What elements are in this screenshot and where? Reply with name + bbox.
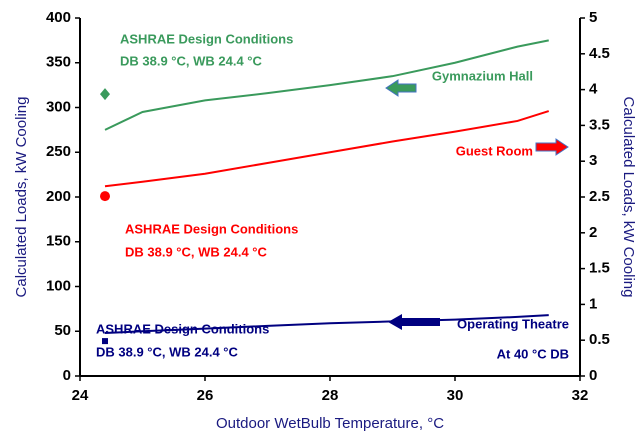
y2-tick-label: 1 (589, 295, 597, 312)
x-tick-label: 26 (197, 387, 214, 404)
y2-tick-label: 4.5 (589, 45, 610, 62)
y-tick-label: 0 (63, 367, 71, 384)
annotation: At 40 °C DB (497, 346, 569, 361)
annotation: ASHRAE Design Conditions (96, 321, 269, 336)
annotation: DB 38.9 °C, WB 24.4 °C (125, 244, 267, 259)
x-tick-label: 30 (447, 387, 464, 404)
y2-axis-label: Calculated Loads, kW Cooling (620, 97, 637, 298)
annotation: Gymnazium Hall (432, 68, 533, 83)
y2-tick-label: 3 (589, 152, 597, 169)
y-tick-label: 350 (46, 54, 71, 71)
annotation: ASHRAE Design Conditions (120, 31, 293, 46)
series-line (104, 314, 549, 335)
point (100, 88, 110, 101)
series-line (104, 39, 549, 131)
y-tick-label: 400 (46, 9, 71, 26)
annotation: Guest Room (456, 143, 533, 158)
y-tick-label: 250 (46, 143, 71, 160)
y2-tick-label: 0 (589, 367, 597, 384)
point (102, 338, 108, 345)
x-tick-label: 28 (322, 387, 339, 404)
y-axis-label: Calculated Loads, kW Cooling (13, 97, 30, 298)
y2-tick-label: 0.5 (589, 331, 610, 348)
y2-tick-label: 1.5 (589, 260, 610, 277)
x-tick-label: 24 (72, 387, 89, 404)
arrow (535, 138, 569, 156)
point (100, 191, 110, 202)
y-tick-label: 100 (46, 277, 71, 294)
annotation: DB 38.9 °C, WB 24.4 °C (96, 344, 238, 359)
arrow (388, 314, 440, 330)
y-tick-label: 150 (46, 233, 71, 250)
x-tick-label: 32 (572, 387, 589, 404)
y-tick-label: 50 (54, 322, 71, 339)
y2-tick-label: 4 (589, 81, 598, 98)
y2-tick-label: 2.5 (589, 188, 610, 205)
y2-tick-label: 3.5 (589, 116, 610, 133)
y-tick-label: 200 (46, 188, 71, 205)
series-line (104, 110, 550, 188)
x-axis-label: Outdoor WetBulb Temperature, °C (216, 415, 444, 432)
y2-tick-label: 2 (589, 224, 597, 241)
annotation: ASHRAE Design Conditions (125, 221, 298, 236)
annotation: DB 38.9 °C, WB 24.4 °C (120, 53, 262, 68)
y2-tick-label: 5 (589, 9, 597, 26)
y-tick-label: 300 (46, 98, 71, 115)
arrow (385, 79, 417, 97)
annotation: Operating Theatre (457, 316, 569, 331)
